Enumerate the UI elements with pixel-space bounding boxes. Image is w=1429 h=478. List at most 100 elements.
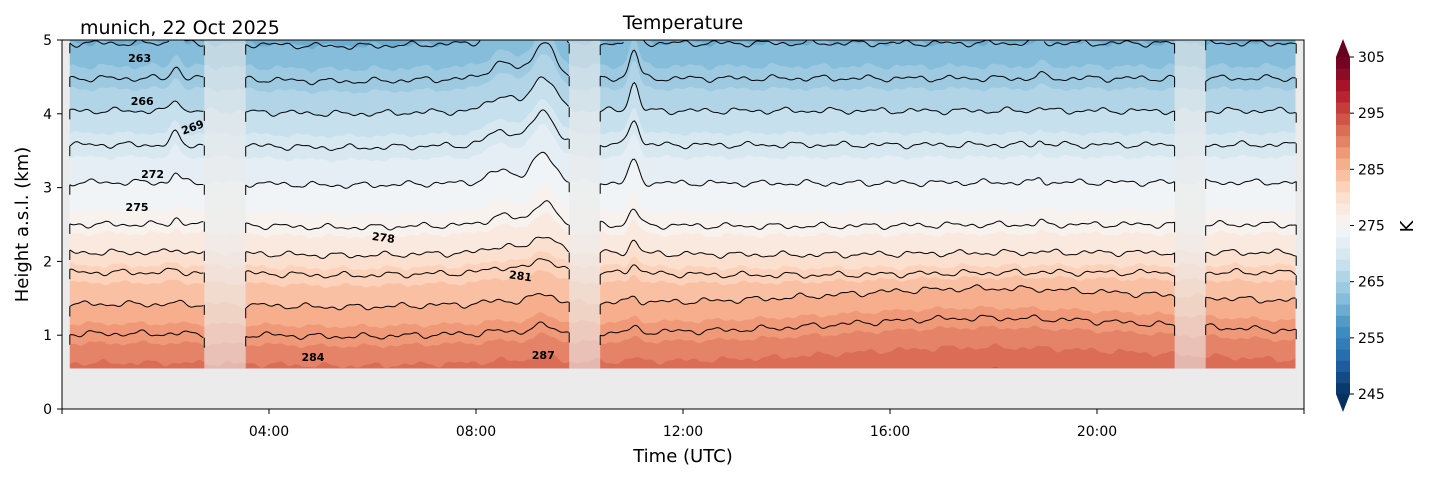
colorbar-segment <box>1336 349 1350 361</box>
contour-line-266 <box>245 76 570 122</box>
colorbar-segment <box>1336 225 1350 238</box>
contour-line-275 <box>245 200 570 235</box>
colorbar-extend-min <box>1336 394 1350 412</box>
contour-line-260 <box>69 40 205 56</box>
colorbar-segment <box>1336 180 1350 193</box>
contour-line-263 <box>1205 74 1297 92</box>
y-axis: 0 1 2 3 4 5 <box>43 33 62 418</box>
x-tick-label: 20:00 <box>1077 424 1117 440</box>
contour-label: 278 <box>371 230 396 246</box>
colorbar-label: K <box>1397 219 1418 232</box>
contour-line-281 <box>1205 267 1297 286</box>
contour-line-275 <box>1205 219 1297 236</box>
contour-line-260 <box>1205 40 1297 54</box>
colorbar-tick-label: 295 <box>1358 106 1385 122</box>
contour-line-275 <box>69 217 205 234</box>
x-tick-label: 12:00 <box>663 424 703 440</box>
right-missing-region <box>1296 40 1304 409</box>
colorbar-segment <box>1336 68 1350 80</box>
contour-label: 266 <box>131 95 154 108</box>
contour-line-260 <box>599 40 1176 56</box>
data-gap <box>204 40 246 369</box>
colorbar-tick-label: 255 <box>1358 331 1385 347</box>
colorbar-segment <box>1336 292 1350 305</box>
contour-label: 272 <box>141 168 164 181</box>
x-tick-label: 04:00 <box>249 424 289 440</box>
contour-line-278 <box>69 248 205 261</box>
contour-line-278 <box>1205 248 1297 266</box>
x-tick-label: 16:00 <box>870 424 910 440</box>
contour-line-269 <box>1205 140 1297 156</box>
contour-label: 284 <box>302 351 325 364</box>
contour-line-272 <box>1205 178 1297 192</box>
colorbar-segment <box>1336 247 1350 260</box>
data-gap <box>1174 40 1206 369</box>
y-tick-label: 2 <box>43 254 52 270</box>
colorbar-extend-max <box>1336 39 1350 57</box>
colorbar-segment <box>1336 146 1350 159</box>
contour-line-269 <box>245 109 570 157</box>
colorbar-segment <box>1336 79 1350 92</box>
contour-line-266 <box>69 100 205 121</box>
contour-lines <box>69 40 1297 348</box>
colorbar-segment <box>1336 203 1350 215</box>
contour-line-284 <box>1205 295 1297 309</box>
colorbar-segment <box>1336 135 1350 148</box>
contour-line-278 <box>245 236 570 263</box>
colorbar-segment <box>1336 304 1350 316</box>
contour-line-269 <box>599 120 1176 157</box>
left-missing-region <box>62 40 70 409</box>
y-tick-label: 5 <box>43 33 52 49</box>
colorbar-segment <box>1336 214 1350 226</box>
below-data-region <box>62 368 1304 409</box>
contour-line-266 <box>1205 106 1297 123</box>
contour-line-269 <box>69 129 205 157</box>
contour-line-260 <box>245 40 570 55</box>
contour-line-284 <box>599 284 1176 315</box>
colorbar-segment <box>1336 315 1350 328</box>
colorbar-segment <box>1336 236 1350 249</box>
colorbar-segment <box>1336 57 1350 69</box>
data-gap <box>569 40 601 369</box>
colorbar-segment <box>1336 124 1350 137</box>
y-tick-label: 1 <box>43 328 52 344</box>
y-tick-label: 4 <box>43 107 52 123</box>
colorbar: 245 255 265 275 285 295 305 <box>1336 39 1385 412</box>
contour-line-275 <box>599 208 1176 233</box>
colorbar-segment <box>1336 337 1350 350</box>
contour-band <box>69 366 1296 369</box>
colorbar-segment <box>1336 90 1350 103</box>
contour-line-284 <box>69 299 205 317</box>
colorbar-segment <box>1336 382 1350 395</box>
contour-label: 275 <box>126 201 149 214</box>
contour-label: 263 <box>128 52 151 65</box>
x-tick-label: 08:00 <box>456 424 496 440</box>
contour-label: 287 <box>532 349 555 362</box>
contour-line-272 <box>69 172 205 195</box>
contour-line-287 <box>69 329 205 348</box>
colorbar-segment <box>1336 101 1350 114</box>
contour-line-263 <box>245 42 570 88</box>
contour-label: 281 <box>508 268 533 284</box>
chart-title: Temperature <box>622 12 743 34</box>
colorbar-segment <box>1336 371 1350 384</box>
colorbar-segment <box>1336 326 1350 339</box>
contour-line-281 <box>69 267 205 283</box>
colorbar-segment <box>1336 281 1350 294</box>
y-tick-label: 0 <box>43 402 52 418</box>
contour-line-272 <box>245 151 570 195</box>
filled-contours <box>62 40 1304 409</box>
contour-line-281 <box>245 258 570 282</box>
y-axis-label: Height a.s.l. (km) <box>12 147 33 303</box>
contour-line-263 <box>599 49 1176 88</box>
contour-line-272 <box>599 158 1176 194</box>
colorbar-tick-label: 285 <box>1358 162 1385 178</box>
colorbar-segment <box>1336 191 1350 204</box>
colorbar-tick-label: 275 <box>1358 219 1385 235</box>
x-axis-label: Time (UTC) <box>632 446 733 467</box>
contour-line-284 <box>245 293 570 319</box>
colorbar-tick-label: 245 <box>1358 387 1385 403</box>
contour-line-266 <box>599 81 1176 122</box>
